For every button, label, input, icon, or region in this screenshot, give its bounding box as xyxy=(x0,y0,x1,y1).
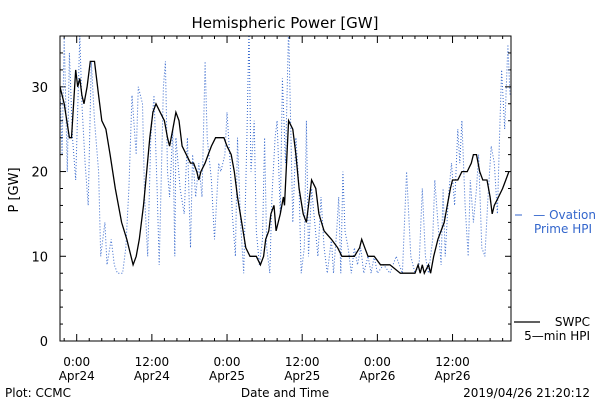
y-axis-label: P [GW] xyxy=(7,167,22,212)
x-tick-label-date: Apr26 xyxy=(435,369,471,383)
legend-ovation-label-1: — Ovation xyxy=(533,208,596,222)
legend: — Ovation Prime HPI SWPC 5—min HPI xyxy=(514,208,596,343)
footer-timestamp: 2019/04/26 21:20:12 xyxy=(463,386,590,400)
x-tick-label-date: Apr24 xyxy=(134,369,170,383)
x-tick-label-time: 0:00 xyxy=(63,355,90,369)
x-tick-label-time: 12:00 xyxy=(435,355,470,369)
x-tick-label-date: Apr24 xyxy=(59,369,95,383)
footer-plot-credit: Plot: CCMC xyxy=(5,386,71,400)
x-tick-label-date: Apr25 xyxy=(209,369,245,383)
series-swpc-line xyxy=(60,60,510,276)
x-tick-label-time: 0:00 xyxy=(364,355,391,369)
y-tick-label: 10 xyxy=(31,250,48,265)
x-tick-label-time: 0:00 xyxy=(214,355,241,369)
chart-title: Hemispheric Power [GW] xyxy=(192,14,379,32)
y-tick-label: 20 xyxy=(31,166,48,181)
legend-swpc-label-2: 5—min HPI xyxy=(524,329,590,343)
x-tick-label-date: Apr25 xyxy=(284,369,320,383)
y-tick-label: 30 xyxy=(31,81,48,96)
plot-frame xyxy=(59,35,512,342)
y-axis-ticks: 0 10 20 30 xyxy=(31,35,511,350)
legend-swpc-label-1: SWPC xyxy=(555,315,590,329)
x-tick-label-time: 12:00 xyxy=(135,355,170,369)
y-tick-label: 0 xyxy=(40,335,48,350)
series-ovation-prime-line xyxy=(60,36,511,275)
x-tick-label-date: Apr26 xyxy=(359,369,395,383)
x-tick-label-time: 12:00 xyxy=(285,355,320,369)
x-axis-label: Date and Time xyxy=(241,386,329,400)
legend-ovation-label-2: Prime HPI xyxy=(534,222,592,236)
series-layer xyxy=(60,36,511,276)
